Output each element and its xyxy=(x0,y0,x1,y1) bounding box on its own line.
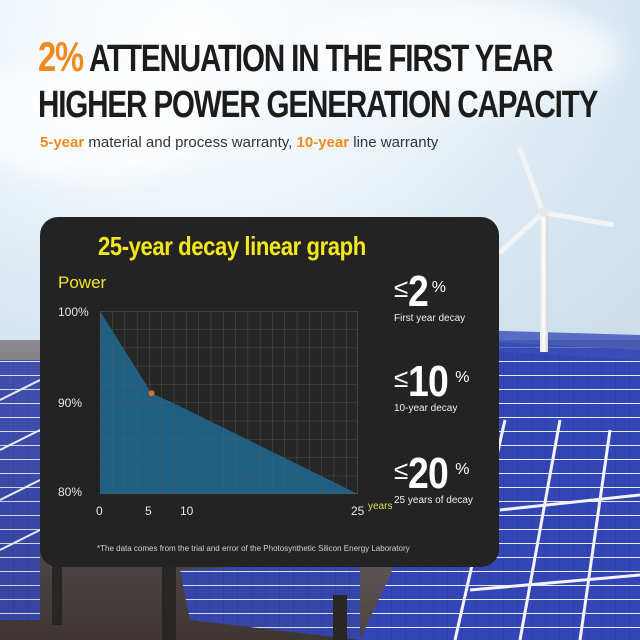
warranty-subline: 5-year material and process warranty, 10… xyxy=(40,134,438,151)
stat-caption: 10-year decay xyxy=(394,403,458,414)
stat-first-year: ≤2% First year decay xyxy=(394,267,465,324)
stat-value: 10 xyxy=(408,357,449,406)
warranty-material-years: 5-year xyxy=(40,134,85,151)
headline-line-1: 2% ATTENUATION IN THE FIRST YEAR xyxy=(38,34,597,82)
x-tick-0: 0 xyxy=(96,504,103,518)
stat-twenty-five-year: ≤20% 25 years of decay xyxy=(394,449,473,506)
headline-accent: 2% xyxy=(38,33,84,80)
warranty-line-text: line warranty xyxy=(349,134,439,151)
warranty-material-text: material and process warranty, xyxy=(84,134,297,151)
headline: 2% ATTENUATION IN THE FIRST YEAR HIGHER … xyxy=(38,34,598,128)
stat-caption: 25 years of decay xyxy=(394,495,473,506)
headline-line-1-text: ATTENUATION IN THE FIRST YEAR xyxy=(83,38,554,80)
panel-support-pole xyxy=(162,565,176,640)
x-tick-5: 5 xyxy=(145,504,152,518)
panel-support-pole xyxy=(333,595,347,640)
y-tick-80: 80% xyxy=(58,485,83,499)
stat-ten-year: ≤10% 10-year decay xyxy=(394,357,469,414)
first-year-marker xyxy=(148,390,155,397)
y-tick-100: 100% xyxy=(58,305,89,319)
stat-unit: % xyxy=(431,279,446,296)
stat-caption: First year decay xyxy=(394,313,466,324)
y-tick-90: 90% xyxy=(58,396,83,410)
data-source-footnote: *The data comes from the trial and error… xyxy=(97,544,410,553)
less-equal-icon: ≤ xyxy=(394,455,409,485)
wind-turbine-tower xyxy=(540,212,548,352)
stat-unit: % xyxy=(455,369,470,386)
cloud xyxy=(0,60,220,180)
x-tick-10: 10 xyxy=(180,504,194,518)
cloud xyxy=(300,0,620,110)
decay-area-chart xyxy=(100,311,358,494)
panel-title: 25-year decay linear graph xyxy=(98,231,366,261)
stat-value: 2 xyxy=(408,267,429,316)
headline-line-2: HIGHER POWER GENERATION CAPACITY xyxy=(38,84,598,126)
warranty-line-years: 10-year xyxy=(296,134,350,151)
y-axis-title: Power xyxy=(58,273,107,292)
x-tick-25: 25 xyxy=(351,504,365,518)
panel-support-pole xyxy=(52,565,62,625)
stat-value: 20 xyxy=(408,449,449,498)
x-axis-unit: years xyxy=(368,501,393,512)
decay-graph-panel: 25-year decay linear graph Power 100% 90… xyxy=(40,217,499,567)
turbine-hub xyxy=(539,207,549,217)
stat-unit: % xyxy=(455,461,470,478)
less-equal-icon: ≤ xyxy=(394,273,409,303)
less-equal-icon: ≤ xyxy=(394,363,409,393)
